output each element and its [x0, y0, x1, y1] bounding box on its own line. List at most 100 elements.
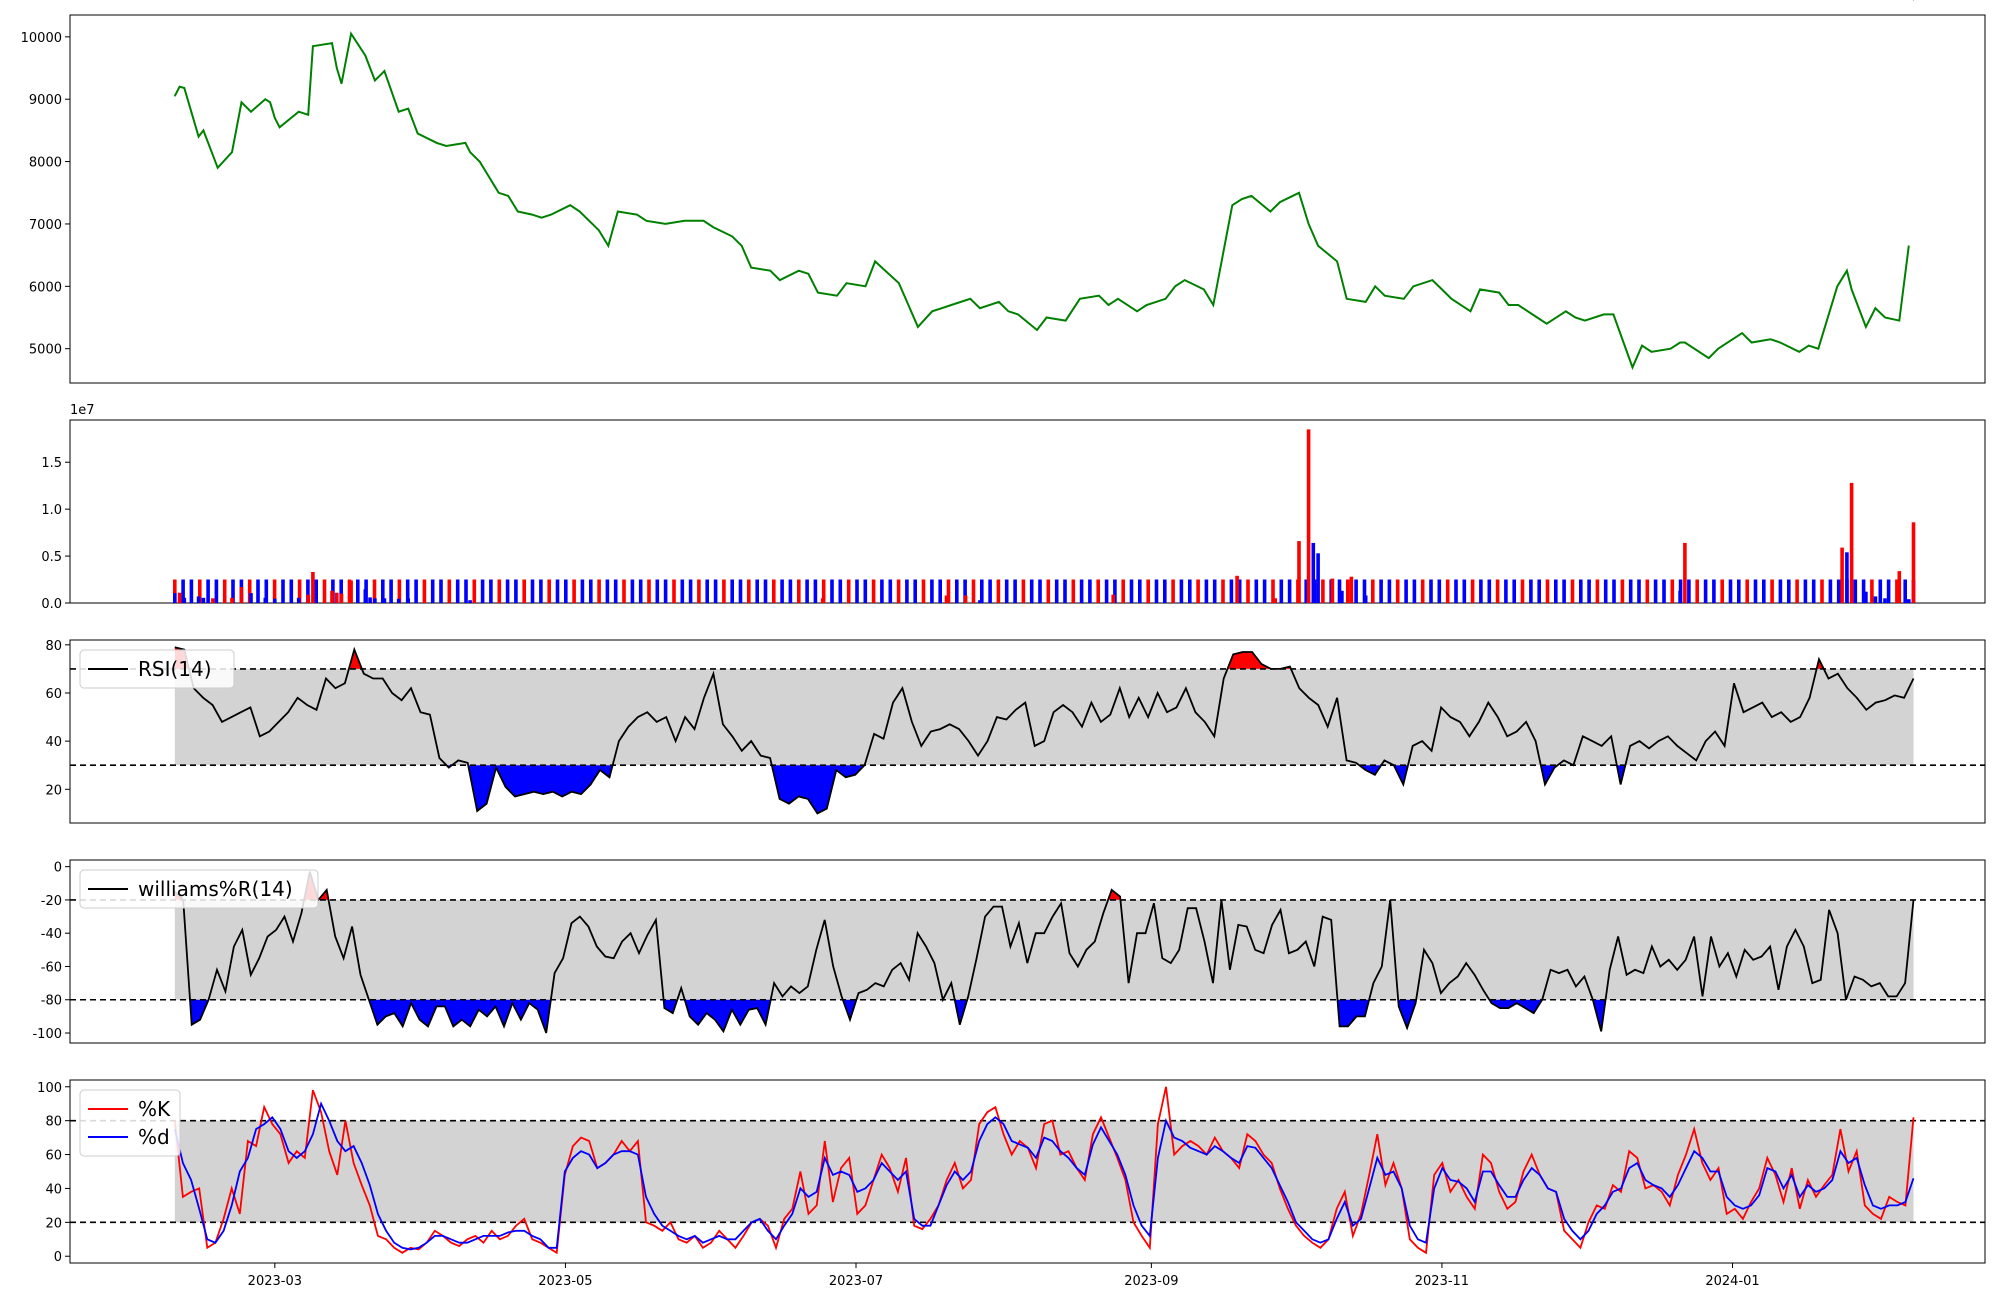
- volume-bar: [1840, 547, 1844, 603]
- y-tick-label: 0: [54, 861, 62, 876]
- volume-bar: [1907, 599, 1911, 603]
- y-tick-label: 5000: [29, 343, 62, 358]
- price-point: [1098, 295, 1100, 297]
- volume-base-bar: [522, 579, 526, 603]
- volume-base-bar: [680, 579, 685, 603]
- volume-base-bar: [1520, 579, 1525, 603]
- volume-base-bar: [422, 579, 427, 603]
- volume-base-bar: [1603, 579, 1608, 603]
- volume-base-bar: [1437, 579, 1442, 603]
- price-point: [241, 101, 242, 103]
- x-tick-label: 2023-03: [248, 1274, 302, 1289]
- x-tick-label: 2024-01: [1705, 1274, 1759, 1289]
- volume-bar: [1297, 541, 1301, 603]
- volume-base-bar: [264, 579, 269, 603]
- volume-base-bar: [1579, 579, 1583, 603]
- price-point: [1174, 285, 1176, 287]
- volume-base-bar: [1121, 579, 1125, 603]
- volume-base-bar: [464, 579, 468, 603]
- price-point: [836, 295, 838, 297]
- price-point: [979, 307, 981, 309]
- volume-base-bar: [1445, 579, 1450, 603]
- volume-base-bar: [356, 579, 360, 603]
- volume-base-bar: [1587, 579, 1591, 603]
- price-point: [364, 55, 366, 56]
- volume-bar: [182, 597, 187, 603]
- volume-base-bar: [755, 579, 759, 603]
- volume-base-bar: [747, 579, 751, 603]
- volume-base-bar: [1778, 579, 1783, 603]
- price-point: [1046, 317, 1048, 318]
- volume-base-bar: [389, 579, 393, 603]
- plot-frame: [69, 1079, 1986, 1264]
- price-point: [1336, 260, 1338, 262]
- price-point: [1798, 351, 1800, 353]
- volume-base-bar: [1545, 579, 1550, 603]
- volume-base-bar: [1212, 579, 1217, 603]
- volume-base-bar: [339, 579, 343, 603]
- volume-base-bar: [655, 579, 660, 603]
- volume-bar: [211, 598, 215, 603]
- volume-base-bar: [497, 579, 502, 603]
- y-tick-label: 8000: [29, 156, 62, 171]
- volume-base-bar: [663, 579, 668, 603]
- price-point: [1717, 348, 1719, 350]
- volume-bar: [330, 590, 334, 603]
- volume-base-bar: [1013, 579, 1017, 603]
- indicator-line: [174, 871, 1915, 1034]
- volume-base-bar: [963, 579, 967, 603]
- volume-bar: [944, 595, 949, 603]
- volume-base-bar: [980, 579, 984, 603]
- price-point: [731, 235, 733, 237]
- price-point: [969, 298, 971, 300]
- price-point: [846, 282, 847, 284]
- price-point: [1231, 204, 1233, 206]
- volume-bar: [1349, 576, 1354, 603]
- volume-base-bar: [605, 579, 610, 603]
- volume-base-bar: [1570, 579, 1575, 603]
- volume-base-bar: [272, 579, 277, 603]
- volume-base-bar: [1770, 579, 1774, 603]
- oversold-fill: [1398, 999, 1417, 1029]
- volume-base-bar: [1371, 579, 1375, 603]
- volume-base-bar: [1836, 579, 1841, 603]
- volume-base-bar: [1795, 579, 1799, 603]
- volume-base-bar: [672, 579, 676, 603]
- volume-base-bar: [1645, 579, 1650, 603]
- volume-base-bar: [189, 579, 194, 603]
- volume-base-bar: [580, 579, 585, 603]
- price-point: [807, 273, 809, 275]
- price-point: [1451, 298, 1452, 300]
- volume-base-bar: [1063, 579, 1067, 603]
- price-point: [398, 111, 400, 113]
- volume-base-bar: [1096, 579, 1100, 603]
- volume-bar: [1111, 594, 1115, 603]
- volume-bar: [382, 598, 387, 603]
- volume-base-bar: [372, 579, 377, 603]
- volume-base-bar: [1861, 579, 1866, 603]
- volume-base-bar: [846, 579, 851, 603]
- price-point: [907, 304, 909, 306]
- y-tick-label: 100: [37, 1081, 62, 1096]
- volume-base-bar: [1246, 579, 1250, 603]
- price-point: [341, 83, 342, 85]
- price-point: [941, 307, 943, 309]
- price-point: [1574, 317, 1576, 318]
- plot-frame: [69, 639, 1986, 824]
- volume-base-bar: [1753, 579, 1758, 603]
- price-point: [445, 145, 447, 147]
- price-point: [1007, 310, 1009, 312]
- volume-panel: 0.0 0.5 1.0 1.5 1e7: [41, 403, 1986, 612]
- volume-base-bar: [1803, 579, 1808, 603]
- price-point: [1250, 195, 1252, 197]
- volume-base-bar: [1229, 579, 1234, 603]
- volume-base-bar: [930, 579, 934, 603]
- y-tick-label: -20: [41, 894, 62, 909]
- volume-base-bar: [555, 579, 560, 603]
- oversold-fill: [189, 999, 209, 1025]
- volume-base-bar: [381, 579, 385, 603]
- price-point: [479, 161, 481, 163]
- volume-base-bar: [314, 579, 318, 603]
- volume-base-bar: [1337, 579, 1342, 603]
- price-point: [1079, 298, 1081, 300]
